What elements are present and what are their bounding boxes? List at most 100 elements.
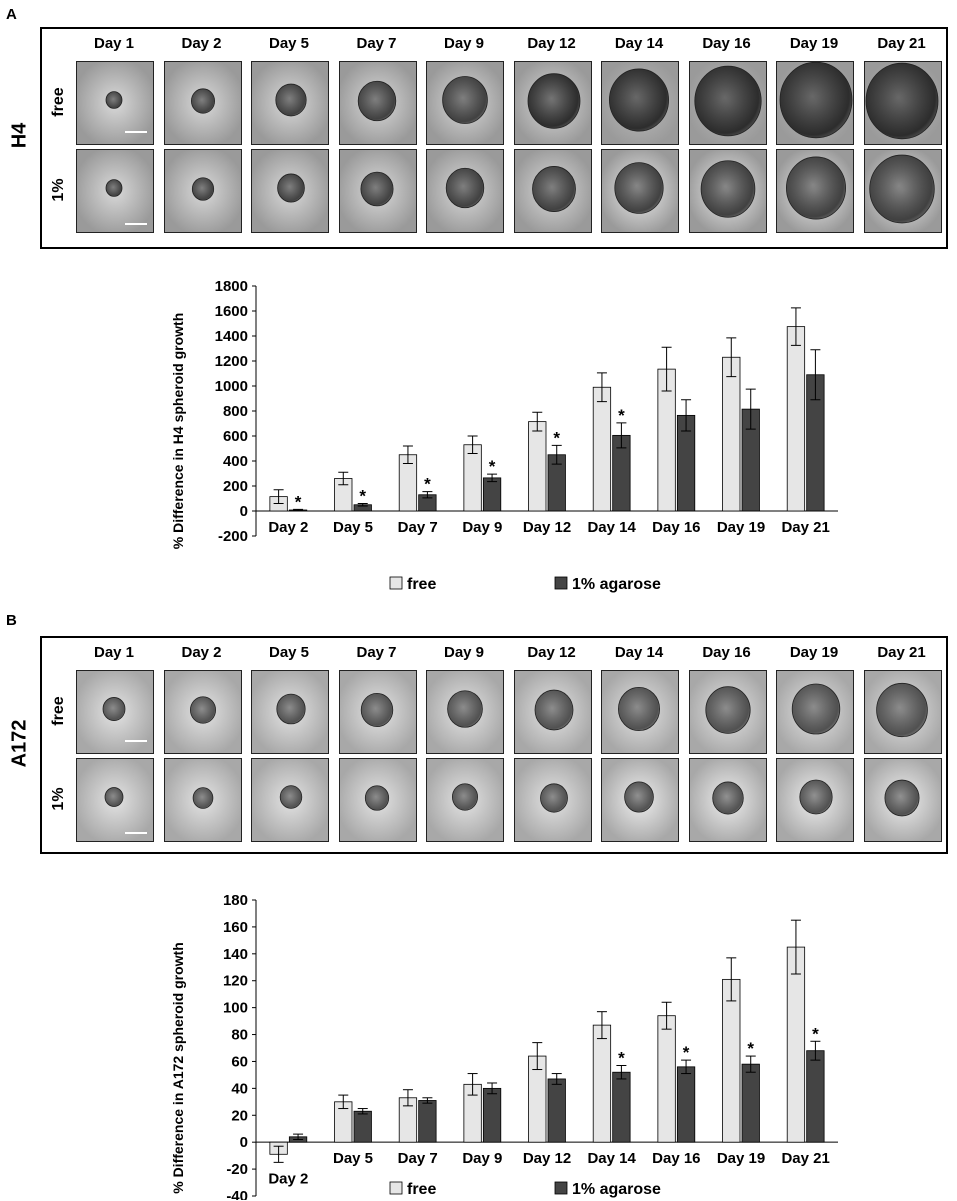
spheroid-micrograph <box>863 670 942 754</box>
row-label: free <box>50 87 67 117</box>
y-tick-label: 1200 <box>215 353 248 370</box>
row-label: free <box>50 696 67 726</box>
legend-label: free <box>407 1181 436 1198</box>
day-header: Day 21 <box>877 35 926 52</box>
spheroid-micrograph <box>601 61 679 145</box>
panel-b-letter: B <box>6 612 17 629</box>
bar-agarose <box>676 1066 696 1143</box>
y-axis-title: % Difference in A172 spheroid growth <box>170 942 186 1194</box>
spheroid-micrograph <box>163 670 242 754</box>
panel-a-bar-chart: -200 0 200 400 600 800 1000 1200 1400 1600 1800 % D… <box>170 278 838 593</box>
day-header: Day 14 <box>614 644 664 661</box>
bar-free <box>592 1024 612 1143</box>
x-tick-label: Day 12 <box>523 1150 571 1167</box>
bar-agarose <box>612 1071 631 1143</box>
y-axis-title: % Difference in H4 spheroid growth <box>170 313 186 549</box>
day-header: Day 5 <box>268 644 310 661</box>
legend-swatch <box>389 576 403 590</box>
spheroid-micrograph <box>426 149 504 233</box>
y-tick-label: 40 <box>231 1080 248 1097</box>
legend-swatch <box>554 1181 568 1195</box>
spheroid-micrograph <box>76 149 154 233</box>
day-header: Day 16 <box>702 35 751 52</box>
x-tick-label: Day 14 <box>587 519 636 536</box>
day-header: Day 9 <box>443 35 485 52</box>
y-tick-label: 200 <box>223 478 248 495</box>
row-label: 1% <box>50 178 67 202</box>
spheroid-micrograph <box>163 149 242 233</box>
panel-a-cell-line-label: H4 <box>8 122 31 149</box>
x-tick-label: Day 9 <box>462 1150 502 1167</box>
spheroid-micrograph <box>251 758 329 842</box>
bar-agarose <box>482 477 502 512</box>
day-header: Day 1 <box>93 35 135 52</box>
spheroid-micrograph <box>338 670 417 754</box>
y-tick-label: 20 <box>231 1107 248 1124</box>
spheroid-micrograph <box>251 61 329 145</box>
significance-asterisk: * <box>618 1048 625 1067</box>
bar-agarose <box>741 1063 760 1143</box>
legend-label: 1% agarose <box>572 576 661 593</box>
y-tick-label: 600 <box>223 428 248 445</box>
x-tick-label: Day 7 <box>398 519 438 536</box>
x-tick-label: Day 21 <box>781 519 829 536</box>
x-tick-label: Day 5 <box>333 519 373 536</box>
spheroid-micrograph <box>251 149 329 233</box>
spheroid-micrograph <box>863 149 942 233</box>
y-tick-label: 0 <box>240 1134 248 1151</box>
row-label: 1% <box>50 787 67 811</box>
spheroid-micrograph <box>688 758 767 842</box>
y-tick-label: 140 <box>223 946 248 963</box>
x-tick-label: Day 7 <box>398 1150 438 1167</box>
bar-free <box>463 444 482 512</box>
x-tick-label: Day 9 <box>462 519 502 536</box>
y-tick-label: -20 <box>226 1161 248 1178</box>
y-tick-label: 80 <box>231 1027 248 1044</box>
x-tick-label: Day 2 <box>268 1170 308 1187</box>
panel-a-letter: A <box>6 6 17 23</box>
bar-free <box>657 1015 676 1143</box>
spheroid-micrograph <box>776 61 854 145</box>
x-tick-label: Day 2 <box>268 519 308 536</box>
day-header: Day 21 <box>877 644 926 661</box>
spheroid-micrograph <box>76 758 154 842</box>
spheroid-micrograph <box>688 149 767 233</box>
significance-asterisk: * <box>812 1024 819 1043</box>
bar-agarose <box>482 1087 502 1143</box>
y-tick-label: 1800 <box>215 278 248 295</box>
bar-free <box>786 946 806 1143</box>
significance-asterisk: * <box>424 475 431 494</box>
x-tick-label: Day 16 <box>652 1150 700 1167</box>
x-tick-label: Day 19 <box>717 1150 765 1167</box>
day-header: Day 19 <box>789 644 839 661</box>
spheroid-micrograph <box>163 758 242 842</box>
bar-agarose <box>806 1050 825 1143</box>
spheroid-micrograph <box>776 149 854 233</box>
bar-free <box>786 326 806 512</box>
spheroid-micrograph <box>338 61 417 145</box>
y-tick-label: 1000 <box>215 378 248 395</box>
day-header: Day 5 <box>268 35 310 52</box>
bar-free <box>722 356 741 512</box>
bar-free <box>722 978 741 1143</box>
significance-asterisk: * <box>553 428 560 447</box>
spheroid-micrograph <box>338 758 417 842</box>
spheroid-micrograph <box>863 61 942 145</box>
spheroid-micrograph <box>338 149 417 233</box>
y-tick-label: 1600 <box>215 303 248 320</box>
spheroid-micrograph <box>426 758 504 842</box>
bar-free <box>592 386 612 512</box>
day-header: Day 12 <box>527 35 576 52</box>
spheroid-micrograph <box>513 149 592 233</box>
bar-agarose <box>353 1110 372 1143</box>
y-tick-label: 60 <box>231 1053 248 1070</box>
legend-label: 1% agarose <box>572 1181 661 1198</box>
legend-swatch <box>389 1181 403 1195</box>
day-header: Day 14 <box>614 35 664 52</box>
day-header: Day 7 <box>356 644 397 661</box>
x-tick-label: Day 14 <box>587 1150 636 1167</box>
spheroid-micrograph <box>513 758 592 842</box>
spheroid-micrograph <box>776 670 854 754</box>
spheroid-micrograph <box>76 61 154 145</box>
bar-agarose <box>418 1100 437 1143</box>
